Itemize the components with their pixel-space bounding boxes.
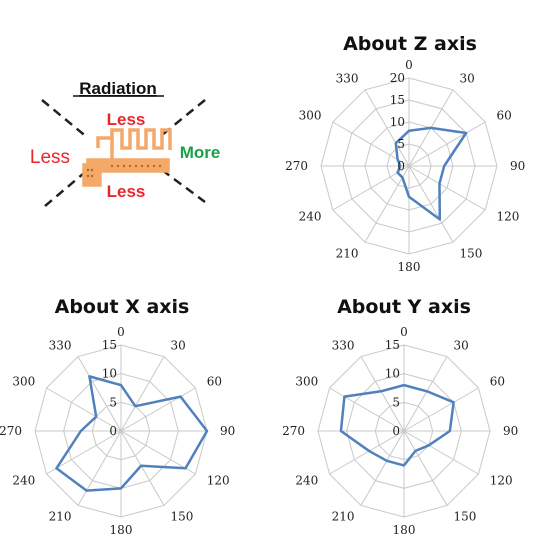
angle-label: 60 bbox=[490, 375, 505, 389]
angle-label: 30 bbox=[454, 338, 469, 352]
radial-tick-label: 0 bbox=[109, 424, 117, 438]
angle-label: 180 bbox=[398, 260, 421, 274]
grid-spoke bbox=[332, 165, 410, 211]
radial-tick-label: 15 bbox=[390, 93, 405, 107]
angle-label: 210 bbox=[336, 246, 359, 260]
label-left-less: Less bbox=[30, 147, 70, 168]
radiation-inset: Radiation Less Less Less More bbox=[0, 0, 270, 215]
grid-spoke bbox=[46, 430, 122, 475]
angle-label: 0 bbox=[400, 325, 408, 339]
angle-label: 210 bbox=[332, 510, 355, 524]
radial-tick-label: 15 bbox=[102, 338, 117, 352]
series-line bbox=[55, 375, 209, 492]
grid-spoke bbox=[329, 430, 405, 475]
angle-label: 90 bbox=[220, 424, 235, 438]
angle-label: 120 bbox=[490, 474, 513, 488]
angle-label: 120 bbox=[207, 474, 230, 488]
radial-tick-label: 10 bbox=[385, 367, 400, 381]
angle-label: 30 bbox=[171, 338, 186, 352]
grid-spoke bbox=[408, 165, 454, 243]
angle-label: 60 bbox=[496, 109, 511, 123]
dashed-line-bottom-right bbox=[161, 168, 206, 204]
grid-spoke bbox=[120, 356, 165, 432]
radial-tick-label: 5 bbox=[109, 395, 117, 409]
angle-label: 330 bbox=[336, 72, 359, 86]
radial-tick-label: 10 bbox=[390, 115, 405, 129]
radial-tick-label: 0 bbox=[392, 424, 400, 438]
grid-spoke bbox=[77, 356, 122, 432]
angle-label: 300 bbox=[12, 375, 35, 389]
dashed-line-top-left bbox=[41, 99, 89, 139]
chart-title-z: About Z axis bbox=[343, 33, 477, 55]
grid-spoke bbox=[120, 430, 196, 475]
angle-label: 270 bbox=[282, 424, 305, 438]
angle-label: 150 bbox=[460, 246, 483, 260]
angle-label: 90 bbox=[503, 424, 518, 438]
angle-label: 150 bbox=[454, 510, 477, 524]
radial-tick-label: 10 bbox=[102, 367, 117, 381]
angle-label: 210 bbox=[49, 510, 72, 524]
label-bottom-less: Less bbox=[107, 182, 146, 201]
angle-label: 120 bbox=[496, 210, 519, 224]
angle-label: 270 bbox=[0, 424, 22, 438]
angle-label: 300 bbox=[299, 109, 322, 123]
grid-spoke bbox=[364, 89, 410, 167]
radiation-inset-graphic: Radiation Less Less Less More bbox=[30, 79, 221, 207]
grid-spoke bbox=[46, 387, 122, 432]
angle-label: 0 bbox=[117, 325, 125, 339]
angle-label: 60 bbox=[207, 375, 222, 389]
angle-label: 240 bbox=[299, 210, 322, 224]
series-line bbox=[394, 126, 468, 221]
grid-spoke bbox=[120, 387, 196, 432]
label-right-more: More bbox=[180, 143, 221, 162]
antenna-dots bbox=[86, 164, 162, 178]
angle-label: 270 bbox=[285, 159, 308, 173]
inset-title: Radiation bbox=[79, 79, 156, 98]
label-top-less: Less bbox=[107, 110, 146, 129]
angle-label: 150 bbox=[171, 510, 194, 524]
grid-spoke bbox=[408, 121, 486, 167]
radial-tick-label: 0 bbox=[397, 159, 405, 173]
series-line bbox=[339, 383, 455, 467]
grid-spoke bbox=[360, 356, 405, 432]
chart-title-y: About Y axis bbox=[337, 296, 471, 318]
grid-spoke bbox=[403, 430, 448, 506]
grid-spoke bbox=[403, 387, 479, 432]
angle-label: 330 bbox=[332, 338, 355, 352]
angle-label: 300 bbox=[295, 375, 318, 389]
grid-spoke bbox=[120, 430, 165, 506]
grid-spoke bbox=[329, 387, 405, 432]
angle-label: 30 bbox=[460, 72, 475, 86]
grid-spoke bbox=[360, 430, 405, 506]
angle-label: 240 bbox=[12, 474, 35, 488]
angle-label: 180 bbox=[393, 523, 416, 537]
grid-spoke bbox=[403, 430, 479, 475]
radial-tick-label: 20 bbox=[390, 71, 405, 85]
grid-spoke bbox=[403, 356, 448, 432]
angle-label: 0 bbox=[405, 58, 413, 72]
angle-label: 90 bbox=[510, 159, 525, 173]
chart-title-x: About X axis bbox=[54, 296, 190, 318]
angle-label: 180 bbox=[110, 523, 133, 537]
grid-spoke bbox=[408, 165, 486, 211]
angle-label: 240 bbox=[295, 474, 318, 488]
grid-spoke bbox=[77, 430, 122, 506]
radial-tick-label: 5 bbox=[392, 395, 400, 409]
radial-tick-label: 5 bbox=[397, 137, 405, 151]
angle-label: 330 bbox=[49, 338, 72, 352]
radial-tick-label: 15 bbox=[385, 338, 400, 352]
